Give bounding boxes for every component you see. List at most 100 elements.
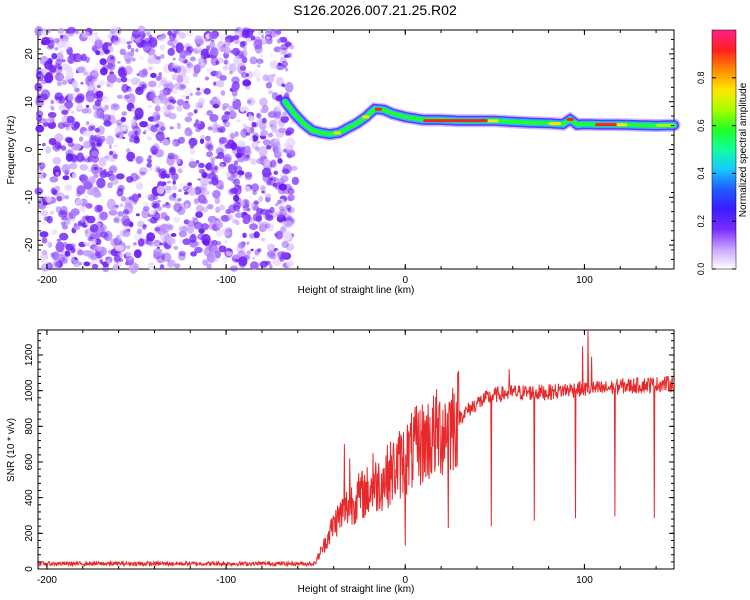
noise-blob [149, 209, 156, 216]
noise-blob [46, 241, 51, 248]
noise-blob [81, 156, 86, 160]
noise-blob [115, 173, 125, 180]
noise-blob [278, 94, 283, 99]
noise-blob [63, 40, 72, 50]
noise-blob [245, 86, 250, 90]
noise-blob [72, 224, 81, 231]
noise-blob [45, 146, 51, 154]
noise-blob [146, 136, 152, 141]
noise-blob [61, 163, 71, 174]
noise-blob [178, 83, 186, 91]
noise-blob [173, 82, 183, 91]
noise-blob [243, 46, 247, 51]
noise-blob [187, 112, 194, 117]
noise-blob [93, 166, 99, 171]
noise-blob [93, 172, 99, 179]
noise-blob [150, 124, 158, 133]
noise-blob [181, 165, 187, 170]
noise-blob [241, 198, 250, 209]
noise-blob [207, 251, 217, 264]
noise-blob [148, 155, 152, 159]
noise-blob [84, 154, 88, 159]
noise-blob [219, 161, 227, 168]
noise-blob [262, 139, 271, 146]
noise-blob [215, 80, 225, 88]
noise-blob [116, 234, 120, 238]
noise-blob [199, 87, 206, 95]
noise-blob [138, 167, 148, 175]
noise-blob [267, 132, 274, 138]
noise-blob [108, 145, 112, 149]
noise-blob [57, 255, 63, 262]
noise-blob [244, 200, 248, 204]
noise-blob [166, 136, 170, 140]
noise-blob [99, 170, 108, 179]
noise-blob [249, 136, 254, 141]
noise-blob [202, 259, 209, 266]
noise-blob [114, 215, 121, 224]
noise-blob [253, 200, 259, 206]
noise-blob [196, 235, 202, 240]
spectrogram-xtick-label: -100 [216, 275, 236, 286]
noise-blob [135, 182, 142, 190]
noise-blob [248, 195, 253, 199]
noise-blob [223, 59, 228, 65]
noise-blob [210, 156, 216, 162]
noise-blob [184, 116, 193, 123]
noise-blob [281, 168, 290, 175]
noise-blob [169, 88, 173, 93]
noise-blob [130, 77, 139, 86]
noise-blob [65, 30, 70, 34]
noise-blob [276, 200, 282, 204]
noise-blob [250, 201, 258, 211]
noise-blob [127, 78, 131, 83]
noise-blob [179, 183, 188, 191]
noise-blob [90, 134, 95, 141]
noise-blob [74, 30, 80, 35]
noise-blob [56, 242, 64, 251]
noise-blob [190, 251, 198, 257]
noise-blob [74, 222, 77, 226]
colorbar-tick-label: 0.4 [696, 167, 706, 180]
noise-blob [109, 150, 114, 156]
noise-blob [49, 176, 59, 183]
noise-blob [153, 96, 162, 106]
noise-blob [184, 87, 193, 98]
noise-blob [40, 252, 49, 261]
noise-blob [86, 107, 92, 114]
noise-blob [94, 139, 103, 148]
noise-blob [98, 156, 107, 167]
noise-blob [76, 66, 86, 74]
noise-blob [145, 29, 151, 37]
noise-blob [217, 127, 223, 133]
noise-blob [34, 26, 44, 37]
noise-blob [92, 145, 97, 149]
snr-frame [37, 329, 675, 570]
noise-blob [238, 175, 242, 179]
noise-blob [45, 196, 52, 203]
snr-xtick-label: -100 [216, 575, 236, 586]
ridge-hotspot [333, 131, 341, 135]
noise-blob [80, 175, 89, 185]
noise-blob [257, 140, 260, 144]
noise-blob [251, 135, 259, 142]
noise-blob [178, 250, 186, 257]
ridge-hotspot [423, 119, 488, 123]
noise-blob [211, 176, 219, 186]
noise-blob [115, 119, 123, 126]
noise-blob [284, 81, 294, 93]
noise-blob [286, 260, 295, 268]
noise-blob [178, 226, 187, 233]
noise-blob [253, 231, 260, 239]
noise-blob [240, 128, 248, 138]
noise-blob [196, 204, 204, 213]
noise-blob [180, 94, 186, 99]
spectrogram-noise-cloud [34, 25, 300, 274]
noise-blob [84, 228, 93, 238]
noise-blob [152, 117, 157, 123]
noise-blob [66, 71, 73, 80]
noise-blob [167, 152, 176, 160]
noise-blob [246, 154, 250, 158]
noise-blob [290, 120, 295, 124]
noise-blob [282, 230, 292, 242]
